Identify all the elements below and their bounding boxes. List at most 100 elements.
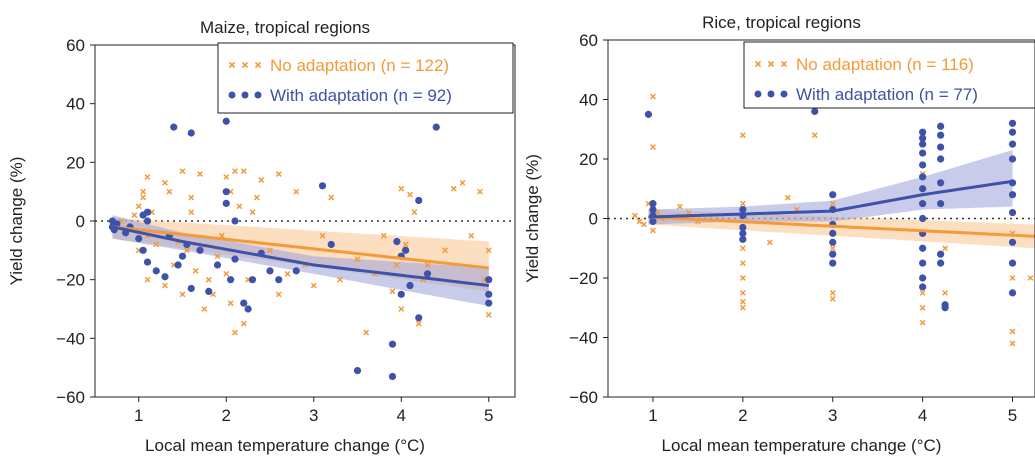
rice-point-with-adaptation — [1008, 155, 1017, 163]
rice-point-no-adaptation — [739, 245, 746, 252]
maize-point-with-adaptation — [143, 217, 152, 225]
maize-point-no-adaptation — [162, 179, 168, 186]
maize-point-with-adaptation — [266, 267, 274, 275]
maize-point-with-adaptation — [213, 261, 222, 269]
maize-point-with-adaptation — [240, 299, 248, 307]
maize-point-no-adaptation — [363, 329, 370, 336]
rice-point-no-adaptation — [784, 194, 791, 201]
rice-legend-box — [743, 41, 1035, 109]
rice-point-with-adaptation — [937, 143, 945, 151]
rice-point-no-adaptation — [632, 212, 638, 219]
maize-point-no-adaptation — [380, 232, 387, 239]
rice-point-no-adaptation — [1009, 340, 1016, 347]
maize-point-no-adaptation — [214, 253, 221, 260]
maize-point-no-adaptation — [411, 209, 418, 216]
rice-point-with-adaptation — [739, 235, 747, 243]
rice-point-no-adaptation — [739, 260, 746, 267]
maize-xtick-label: 4 — [397, 406, 406, 425]
maize-point-no-adaptation — [140, 188, 147, 195]
maize-point-no-adaptation — [407, 191, 413, 198]
maize-point-no-adaptation — [293, 188, 300, 195]
maize-point-no-adaptation — [179, 291, 186, 298]
maize-point-with-adaptation — [415, 314, 423, 322]
maize-point-with-adaptation — [222, 188, 230, 196]
maize-point-with-adaptation — [231, 217, 239, 225]
maize-chart: −60 −40 −20 0 20 40 60 1 2 3 4 5 Maize, tropical reg… — [7, 18, 516, 455]
maize-point-no-adaptation — [232, 329, 238, 336]
rice-point-with-adaptation — [937, 131, 945, 139]
rice-xtick-label: 2 — [738, 406, 747, 425]
rice-legend: No adaptation (n = 116) With adaptation (… — [743, 41, 1035, 109]
maize-ytick-label: −20 — [56, 271, 85, 290]
rice-fit-line-no-adaptation — [648, 215, 1035, 238]
maize-point-with-adaptation — [388, 372, 397, 381]
maize-point-no-adaptation — [179, 168, 186, 175]
maize-point-with-adaptation — [227, 276, 235, 284]
rice-point-with-adaptation — [1008, 119, 1017, 127]
maize-xtick-label: 2 — [222, 406, 231, 425]
maize-point-no-adaptation — [253, 194, 260, 201]
rice-xtick-label: 1 — [648, 406, 657, 425]
rice-y-axis-label: Yield change (%) — [523, 154, 542, 283]
rice-point-no-adaptation — [739, 200, 746, 207]
maize-point-no-adaptation — [183, 247, 190, 254]
maize-point-with-adaptation — [485, 276, 493, 284]
rice-ytick-label: −40 — [569, 329, 598, 348]
maize-point-no-adaptation — [240, 320, 247, 327]
rice-plot-area — [608, 93, 1035, 347]
rice-point-with-adaptation — [829, 250, 837, 258]
rice-point-no-adaptation — [650, 144, 656, 151]
maize-point-no-adaptation — [232, 168, 238, 175]
rice-legend-label-no-adaptation: No adaptation (n = 116) — [796, 55, 974, 74]
maize-point-with-adaptation — [353, 367, 362, 375]
maize-legend-label-with-adaptation: With adaptation (n = 92) — [270, 86, 452, 105]
rice-point-no-adaptation — [739, 275, 746, 281]
maize-point-with-adaptation — [423, 270, 432, 278]
maize-point-no-adaptation — [459, 179, 466, 186]
rice-point-no-adaptation — [1027, 275, 1034, 281]
maize-point-no-adaptation — [258, 177, 265, 183]
maize-point-no-adaptation — [153, 241, 160, 248]
rice-point-with-adaptation — [1008, 208, 1017, 217]
maize-point-with-adaptation — [170, 123, 178, 131]
maize-point-no-adaptation — [389, 288, 396, 295]
maize-point-no-adaptation — [227, 300, 234, 307]
maize-point-no-adaptation — [188, 194, 195, 201]
maize-point-with-adaptation — [406, 281, 414, 290]
rice-ytick-label: 60 — [579, 31, 598, 50]
rice-point-with-adaptation — [1008, 289, 1017, 297]
maize-point-no-adaptation — [337, 276, 343, 283]
rice-point-no-adaptation — [1009, 275, 1016, 281]
maize-point-with-adaptation — [152, 267, 160, 275]
maize-xtick-label: 3 — [309, 406, 318, 425]
maize-legend: No adaptation (n = 122) With adaptation (… — [217, 42, 514, 114]
maize-xtick-label: 1 — [134, 406, 143, 425]
rice-fit-line-with-adaptation — [648, 179, 1013, 219]
rice-chart: −60 −40 −20 0 20 40 60 1 2 3 4 5 Rice, tropical regi… — [523, 13, 1035, 455]
maize-point-with-adaptation — [318, 182, 327, 190]
maize-point-with-adaptation — [415, 196, 423, 205]
maize-point-no-adaptation — [144, 174, 151, 180]
maize-ytick-label: −60 — [56, 388, 85, 407]
maize-point-with-adaptation — [292, 267, 300, 275]
maize-point-with-adaptation — [222, 117, 230, 125]
maize-point-with-adaptation — [393, 237, 401, 246]
maize-point-with-adaptation — [187, 284, 195, 293]
maize-point-no-adaptation — [442, 247, 448, 254]
maize-point-with-adaptation — [139, 246, 147, 254]
rice-point-no-adaptation — [676, 203, 683, 210]
maize-point-with-adaptation — [485, 290, 493, 298]
maize-point-no-adaptation — [354, 256, 361, 263]
rice-point-with-adaptation — [811, 107, 819, 115]
maize-point-with-adaptation — [397, 290, 405, 298]
maize-point-no-adaptation — [485, 247, 492, 254]
maize-point-with-adaptation — [205, 287, 213, 295]
rice-point-no-adaptation — [641, 221, 647, 228]
maize-point-no-adaptation — [240, 168, 247, 175]
maize-xtick-label: 5 — [484, 406, 493, 425]
maize-point-no-adaptation — [192, 267, 199, 274]
rice-point-with-adaptation — [937, 250, 945, 258]
maize-point-no-adaptation — [275, 291, 282, 298]
maize-point-with-adaptation — [143, 208, 152, 216]
rice-ytick-label: 0 — [589, 210, 598, 229]
